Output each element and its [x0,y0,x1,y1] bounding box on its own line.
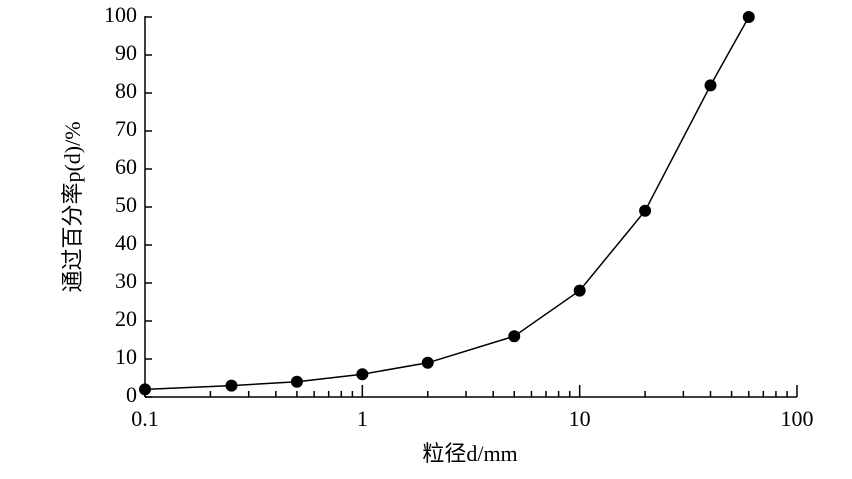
x-tick-label: 0.1 [131,406,159,431]
x-axis-label: 粒径d/mm [422,441,517,466]
marker [139,383,151,396]
y-tick-label: 0 [126,382,137,407]
y-tick-label: 70 [115,116,137,141]
marker [421,356,434,369]
marker [573,284,586,297]
y-tick-label: 80 [115,78,137,103]
marker [290,375,303,388]
y-tick-label: 20 [115,306,137,331]
y-tick-label: 90 [115,40,137,65]
marker [742,11,755,23]
line [144,16,750,391]
marker [225,379,238,392]
marker [639,204,652,217]
x-tick-label: 10 [569,406,591,431]
y-tick-label: 30 [115,268,137,293]
y-tick-label: 100 [104,2,137,27]
y-tick-label: 60 [115,154,137,179]
y-tick-label: 50 [115,192,137,217]
marker [508,330,521,343]
y-axis-label: 通过百分率p(d)/% [60,121,85,292]
marker [356,368,369,381]
x-tick-label: 100 [781,406,814,431]
marker [704,79,717,92]
y-tick-label: 40 [115,230,137,255]
x-tick-label: 1 [357,406,368,431]
y-tick-label: 10 [115,344,137,369]
